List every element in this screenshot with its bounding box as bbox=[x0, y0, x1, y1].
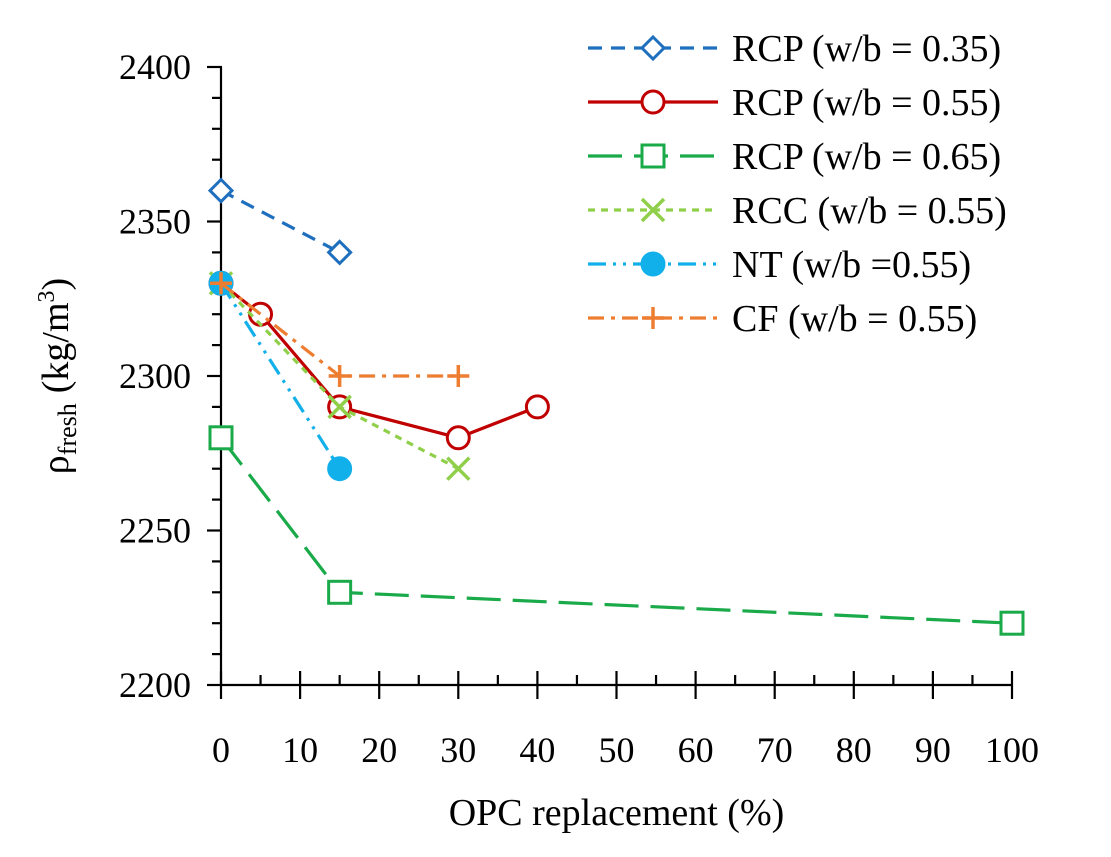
y-tick-label: 2200 bbox=[119, 665, 191, 705]
data-point bbox=[524, 394, 550, 420]
data-point bbox=[640, 89, 666, 115]
data-point bbox=[327, 456, 353, 482]
legend-item: RCP (w/b = 0.35) bbox=[588, 28, 1001, 70]
x-tick-label: 90 bbox=[915, 730, 951, 770]
series-line bbox=[220, 189, 341, 254]
y-axis-title-close: ) bbox=[35, 278, 77, 291]
legend-item: RCC (w/b = 0.55) bbox=[588, 190, 1007, 232]
legend-label: NT (w/b =0.55) bbox=[732, 244, 971, 286]
y-tick-label: 2350 bbox=[119, 202, 191, 242]
legend-item: RCP (w/b = 0.65) bbox=[588, 136, 1001, 178]
series-6 bbox=[210, 272, 470, 387]
x-tick-label: 70 bbox=[757, 730, 793, 770]
data-point bbox=[446, 456, 471, 481]
legend-item: RCP (w/b = 0.55) bbox=[588, 82, 1001, 124]
x-tick-label: 10 bbox=[282, 730, 318, 770]
x-tick-label: 20 bbox=[361, 730, 397, 770]
x-tick-label: 40 bbox=[519, 730, 555, 770]
y-axis-title-sub: fresh bbox=[53, 403, 82, 455]
data-point-stroke bbox=[446, 456, 471, 481]
legend-item: CF (w/b = 0.55) bbox=[588, 298, 977, 340]
data-point bbox=[326, 239, 353, 266]
data-point bbox=[640, 197, 666, 223]
legend: RCP (w/b = 0.35) RCP (w/b = 0.55) RCP (w/b… bbox=[588, 28, 1007, 340]
data-point bbox=[327, 579, 353, 605]
x-tick-label: 80 bbox=[836, 730, 872, 770]
series-line bbox=[219, 282, 341, 470]
axes: 2200 2250 2300 2350 2400 0 10 20 30 40 50 60 70 80 90 1… bbox=[119, 47, 1039, 770]
series-3 bbox=[208, 425, 1025, 636]
y-tick-label: 2300 bbox=[119, 356, 191, 396]
y-tick-label: 2400 bbox=[119, 47, 191, 87]
x-tick-label: 30 bbox=[440, 730, 476, 770]
legend-label: CF (w/b = 0.55) bbox=[732, 298, 977, 340]
x-axis-title: OPC replacement (%) bbox=[449, 792, 785, 834]
legend-label: RCP (w/b = 0.35) bbox=[732, 28, 1001, 70]
legend-label: RCC (w/b = 0.55) bbox=[732, 190, 1007, 232]
x-tick-label: 60 bbox=[678, 730, 714, 770]
y-axis-title: ρfresh (kg/m3) bbox=[34, 278, 82, 474]
series-1 bbox=[207, 177, 353, 266]
data-point bbox=[328, 365, 351, 387]
legend-label: RCP (w/b = 0.55) bbox=[732, 82, 1001, 124]
y-axis-title-rho: ρ bbox=[35, 455, 77, 474]
data-point bbox=[999, 610, 1025, 636]
series-2 bbox=[208, 270, 550, 451]
x-tick-label: 100 bbox=[985, 730, 1039, 770]
legend-label: RCP (w/b = 0.65) bbox=[732, 136, 1001, 178]
y-tick-label: 2250 bbox=[119, 511, 191, 551]
data-point bbox=[447, 365, 470, 387]
data-point bbox=[445, 425, 471, 451]
x-tick-label: 50 bbox=[599, 730, 635, 770]
data-point-stroke bbox=[640, 197, 666, 223]
series-layer bbox=[207, 177, 1025, 636]
x-tick-label: 0 bbox=[212, 730, 230, 770]
data-point bbox=[207, 177, 235, 204]
data-point bbox=[210, 272, 232, 295]
y-axis-title-sup: 3 bbox=[34, 290, 60, 302]
legend-item: NT (w/b =0.55) bbox=[588, 244, 971, 286]
data-point bbox=[640, 251, 666, 277]
data-point bbox=[639, 34, 667, 62]
data-point bbox=[642, 307, 664, 329]
series-line bbox=[220, 282, 459, 378]
y-axis-title-unit: (kg/m bbox=[35, 302, 77, 393]
data-point bbox=[640, 143, 666, 169]
data-point bbox=[208, 425, 234, 451]
data-point-stroke bbox=[327, 394, 352, 420]
data-point bbox=[327, 394, 352, 420]
